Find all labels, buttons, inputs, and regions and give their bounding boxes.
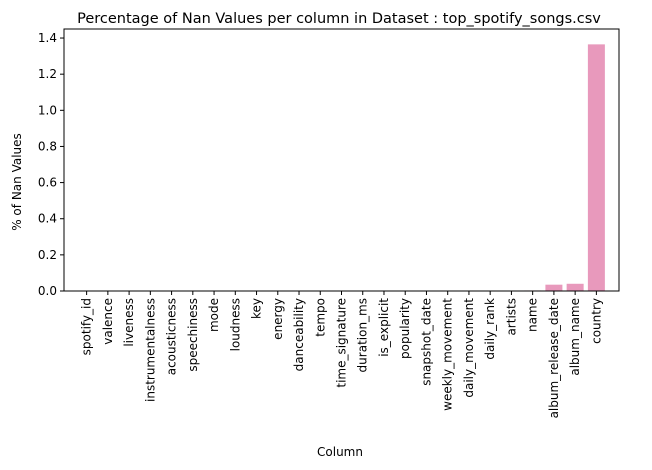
y-tick-label: 1.2 (38, 67, 57, 81)
plot-frame (63, 28, 620, 292)
x-tick-label: country (589, 298, 603, 344)
y-tick-label: 0.2 (38, 248, 57, 262)
x-tick-label: key (250, 298, 264, 319)
y-tick-label: 0.0 (38, 284, 57, 298)
x-tick-label: album_name (568, 298, 582, 376)
chart-title: Percentage of Nan Values per column in D… (77, 11, 601, 27)
x-tick-label: loudness (228, 298, 242, 351)
bar-country (587, 44, 605, 292)
x-tick-label: danceability (292, 298, 306, 371)
y-tick-label: 0.6 (38, 176, 57, 190)
bars-group (524, 44, 605, 292)
x-axis-label: Column (317, 445, 363, 459)
x-tick-label: instrumentalness (143, 298, 157, 402)
x-tick-label: popularity (398, 298, 412, 359)
x-tick-label: daily_movement (462, 298, 476, 398)
x-tick-label: daily_rank (483, 298, 497, 360)
x-tick-label: spotify_id (80, 298, 94, 355)
x-tick-label: duration_ms (356, 298, 370, 372)
bar-album_release_date (545, 284, 563, 291)
y-axis-ticks: 0.0 0.2 0.4 0.6 0.8 1.0 1.2 1.4 (38, 31, 64, 298)
x-tick-label: tempo (313, 298, 327, 337)
x-tick-label: speechiness (186, 298, 200, 372)
x-tick-label: mode (207, 298, 221, 332)
y-tick-label: 1.4 (38, 31, 57, 45)
x-tick-label: weekly_movement (441, 298, 455, 411)
x-tick-label: acousticness (165, 298, 179, 375)
y-tick-label: 0.4 (38, 212, 57, 226)
x-tick-label: is_explicit (377, 298, 391, 357)
bar-album_name (566, 283, 584, 291)
y-axis-label: % of Nan Values (10, 133, 24, 231)
x-tick-label: artists (504, 298, 518, 336)
y-tick-label: 1.0 (38, 103, 57, 117)
x-tick-label: name (526, 298, 540, 332)
x-tick-label: energy (271, 298, 285, 340)
x-tick-label: liveness (122, 298, 136, 347)
x-tick-label: time_signature (335, 298, 349, 388)
x-axis-ticks: spotify_id valence liveness instrumentalnes… (80, 291, 603, 418)
y-tick-label: 0.8 (38, 139, 57, 153)
x-tick-label: snapshot_date (419, 298, 433, 386)
x-tick-label: valence (101, 298, 115, 345)
x-tick-label: album_release_date (547, 298, 561, 418)
